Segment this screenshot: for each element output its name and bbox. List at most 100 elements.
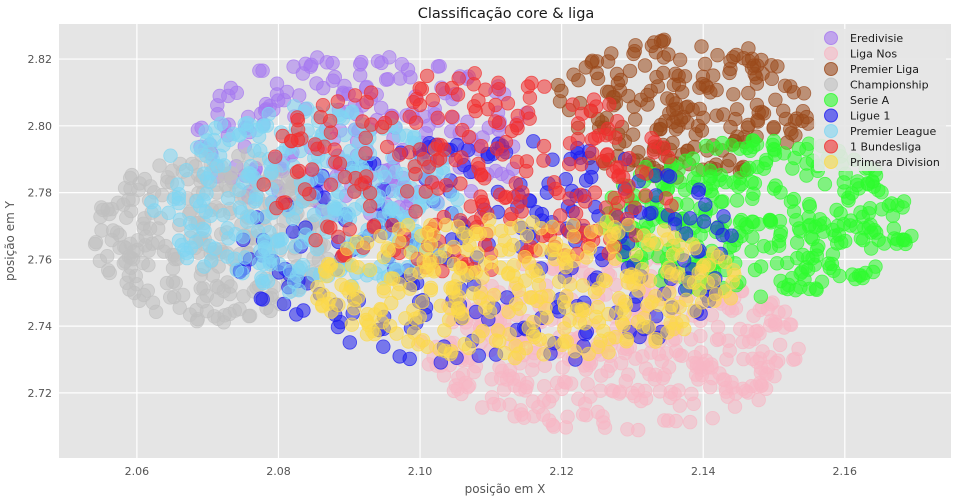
- data-point: [525, 215, 541, 230]
- data-point: [537, 379, 552, 394]
- y-axis-label: posição em Y: [3, 200, 17, 281]
- legend-marker: [824, 46, 838, 61]
- data-point: [793, 280, 808, 295]
- data-point: [585, 145, 600, 161]
- data-point: [232, 182, 247, 198]
- data-point: [705, 411, 720, 426]
- data-point: [110, 195, 126, 211]
- data-point: [672, 347, 687, 363]
- data-point: [342, 335, 358, 350]
- data-point: [161, 205, 176, 221]
- data-point: [500, 96, 516, 111]
- data-point: [432, 58, 447, 74]
- data-point: [376, 284, 392, 299]
- data-point: [558, 420, 574, 435]
- data-point: [199, 186, 214, 201]
- data-point: [648, 334, 663, 349]
- data-point: [384, 295, 399, 311]
- data-point: [838, 233, 853, 249]
- data-point: [767, 314, 783, 329]
- data-point: [461, 340, 477, 356]
- data-point: [711, 331, 727, 347]
- data-point: [425, 92, 440, 108]
- data-point: [688, 127, 703, 142]
- data-point: [697, 56, 713, 72]
- legend-marker: [824, 155, 838, 169]
- data-point: [289, 164, 305, 180]
- data-point: [288, 239, 303, 254]
- data-point: [745, 191, 760, 207]
- data-point: [347, 202, 363, 217]
- data-point: [607, 251, 623, 266]
- data-point: [331, 229, 346, 245]
- data-point: [323, 177, 339, 192]
- data-point: [466, 77, 481, 92]
- data-point: [770, 59, 785, 74]
- data-point: [626, 99, 642, 114]
- data-point: [319, 269, 334, 284]
- data-point: [182, 307, 198, 322]
- data-point: [710, 249, 726, 265]
- data-point: [636, 310, 652, 326]
- data-point: [620, 422, 635, 437]
- data-point: [220, 191, 236, 206]
- chart-title: Classificação core & liga: [418, 6, 595, 22]
- data-point: [716, 209, 731, 224]
- data-point: [203, 137, 218, 153]
- data-point: [722, 65, 737, 81]
- data-point: [773, 273, 788, 289]
- data-point: [666, 102, 681, 118]
- data-point: [444, 80, 460, 96]
- data-point: [752, 326, 767, 341]
- data-point: [342, 222, 357, 237]
- data-point: [611, 169, 626, 185]
- data-point: [515, 185, 530, 200]
- data-point: [638, 188, 653, 203]
- data-point: [608, 130, 623, 145]
- data-point: [461, 129, 477, 145]
- data-point: [594, 368, 609, 383]
- x-axis-label: posição em X: [465, 482, 546, 496]
- data-point: [350, 260, 366, 275]
- data-point: [703, 379, 718, 395]
- data-point: [766, 121, 781, 136]
- data-point: [344, 317, 360, 332]
- data-point: [631, 283, 646, 298]
- data-point: [587, 185, 603, 200]
- x-tick-label: 2.10: [408, 465, 433, 478]
- data-point: [602, 97, 617, 112]
- data-point: [596, 415, 611, 430]
- data-point: [591, 339, 606, 355]
- data-point: [557, 321, 572, 336]
- data-point: [102, 206, 117, 222]
- data-point: [771, 233, 787, 249]
- data-point: [674, 247, 690, 262]
- legend-label: Championship: [850, 79, 929, 92]
- data-point: [729, 102, 745, 117]
- data-point: [555, 337, 570, 353]
- data-point: [566, 217, 581, 233]
- data-point: [406, 303, 421, 318]
- legend-label: Primera Division: [850, 156, 940, 169]
- data-point: [354, 54, 369, 70]
- data-point: [661, 149, 676, 165]
- y-tick-label: 2.72: [28, 387, 53, 400]
- data-point: [330, 94, 346, 109]
- data-point: [599, 147, 615, 163]
- data-point: [168, 275, 184, 291]
- data-point: [877, 236, 892, 251]
- data-point: [441, 312, 457, 328]
- data-point: [172, 212, 188, 227]
- data-point: [805, 250, 820, 266]
- data-point: [275, 128, 290, 144]
- data-point: [596, 323, 611, 339]
- data-point: [683, 332, 699, 347]
- data-point: [637, 383, 653, 399]
- data-point: [123, 236, 138, 252]
- data-point: [614, 356, 629, 371]
- data-point: [279, 84, 295, 100]
- data-point: [768, 178, 783, 193]
- data-point: [519, 228, 535, 244]
- data-point: [778, 111, 794, 127]
- data-point: [660, 91, 675, 106]
